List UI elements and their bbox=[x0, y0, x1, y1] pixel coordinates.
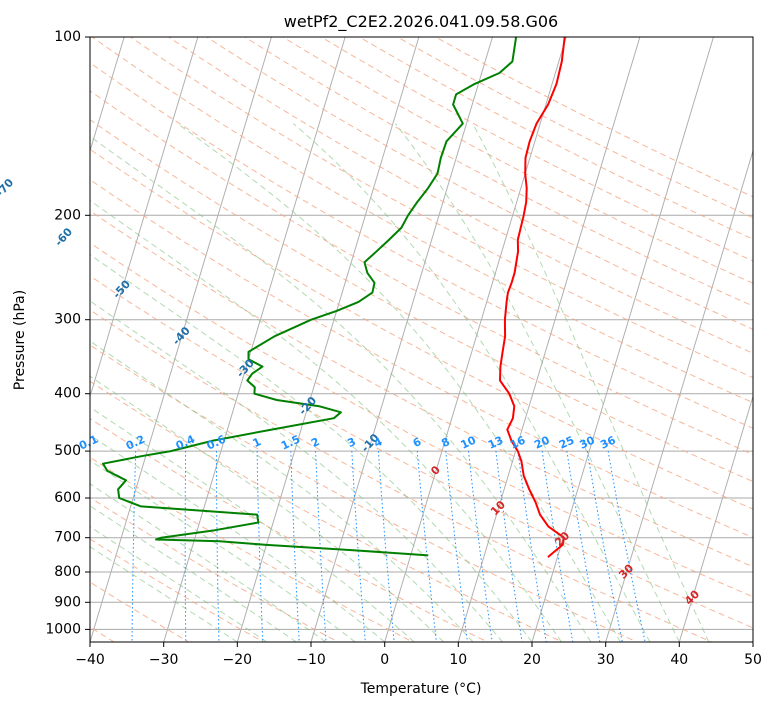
isotherm-line bbox=[605, 149, 753, 642]
isotherm-line bbox=[236, 37, 420, 642]
moist-adiabat-line bbox=[90, 135, 592, 642]
mixing-ratio-line bbox=[184, 451, 187, 642]
moist-adiabat-line bbox=[90, 526, 268, 642]
y-tick-label: 300 bbox=[54, 312, 81, 328]
series-layer bbox=[102, 37, 566, 558]
y-axis-title: Pressure (hPa) bbox=[12, 290, 28, 390]
moist-adiabat-line bbox=[472, 123, 710, 642]
x-tick-label: −20 bbox=[223, 652, 253, 668]
isotherm-line bbox=[90, 37, 272, 642]
dry-adiabat-line bbox=[91, 37, 753, 404]
x-tick-label: 0 bbox=[380, 652, 389, 668]
y-tick-label: 700 bbox=[54, 530, 81, 546]
dry-adiabat-line bbox=[90, 275, 753, 629]
mixing-ratio-label: 13 bbox=[486, 434, 505, 452]
dry-adiabat-line bbox=[90, 148, 753, 510]
x-tick-label: 40 bbox=[670, 652, 688, 668]
dry-adiabat-line bbox=[90, 62, 753, 429]
x-tick-label: −10 bbox=[296, 652, 326, 668]
plot-frame bbox=[89, 36, 754, 643]
isotherm-line bbox=[90, 37, 199, 399]
y-tick-label: 400 bbox=[54, 386, 81, 402]
y-tick-label: 200 bbox=[54, 207, 81, 223]
isotherm-line bbox=[90, 37, 125, 153]
mixing-ratio-line bbox=[351, 451, 366, 642]
isotherm-line bbox=[0, 10, 59, 654]
mixing-ratio-line bbox=[216, 451, 220, 642]
moist-adiabat-line bbox=[90, 434, 386, 642]
isotherm-line bbox=[310, 37, 493, 642]
mixing-ratio-line bbox=[131, 451, 137, 642]
temperature-profile-line bbox=[499, 37, 566, 558]
y-tick-label: 100 bbox=[54, 29, 81, 45]
y-tick-label: 800 bbox=[54, 564, 81, 580]
mixing-ratio-line bbox=[315, 451, 327, 642]
moist-adiabat-line bbox=[90, 340, 474, 642]
mixing-ratio-line bbox=[290, 451, 300, 642]
dry-adiabat-label: -70 bbox=[0, 176, 16, 200]
mixing-ratio-label: 36 bbox=[598, 433, 618, 451]
moist-adiabat-line bbox=[90, 254, 533, 642]
dry-adiabat-line bbox=[90, 90, 753, 456]
mixing-ratio-line bbox=[541, 451, 574, 642]
mixing-ratio-line bbox=[256, 451, 264, 642]
x-tick-label: 10 bbox=[449, 652, 467, 668]
x-tick-label: 30 bbox=[597, 652, 615, 668]
dry-adiabat-line bbox=[90, 344, 639, 642]
mixing-ratio-line bbox=[566, 451, 601, 642]
moist-adiabat-line bbox=[90, 483, 326, 642]
dry-adiabat-line bbox=[90, 581, 190, 642]
dry-adiabat-line bbox=[90, 417, 489, 642]
chart-title: wetPf2_C2E2.2026.041.09.58.G06 bbox=[284, 12, 558, 32]
dry-adiabat-line bbox=[90, 380, 564, 642]
dry-adiabat-line bbox=[90, 456, 415, 642]
isotherm-line bbox=[457, 37, 641, 642]
dry-adiabat-line bbox=[90, 210, 753, 568]
y-tick-label: 500 bbox=[54, 443, 81, 459]
x-tick-label: 20 bbox=[523, 652, 541, 668]
y-tick-label: 900 bbox=[54, 594, 81, 610]
x-tick-label: 50 bbox=[744, 652, 762, 668]
mixing-ratio-line bbox=[82, 451, 89, 654]
moist-adiabat-line bbox=[293, 123, 651, 642]
y-tick-label: 600 bbox=[54, 490, 81, 506]
moist-adiabat-line bbox=[90, 505, 297, 642]
grid-layer bbox=[0, 10, 753, 654]
axis-layer: −40 −30 −20 −10 0 10 20 30 40 50 100 200 300 400 500 60… bbox=[45, 29, 762, 668]
mixing-ratio-line bbox=[416, 451, 437, 642]
x-axis-title: Temperature (°C) bbox=[360, 681, 482, 697]
isotherm-line bbox=[163, 37, 346, 642]
dry-adiabat-label: -60 bbox=[52, 225, 75, 249]
moist-adiabat-line bbox=[90, 406, 415, 642]
mixing-ratio-label: 30 bbox=[578, 433, 598, 451]
y-tick-label: 1000 bbox=[45, 621, 81, 637]
mixing-ratio-label: 16 bbox=[508, 433, 528, 451]
moist-adiabat-line bbox=[394, 123, 680, 642]
x-tick-label: −40 bbox=[75, 652, 105, 668]
x-tick-label: −30 bbox=[149, 652, 179, 668]
mixing-ratio-line bbox=[517, 451, 547, 642]
mixing-ratio-label: 20 bbox=[532, 433, 552, 451]
isotherm-line bbox=[384, 37, 567, 642]
mixing-ratio-line bbox=[377, 451, 395, 642]
moist-adiabat-line bbox=[90, 546, 238, 642]
dry-adiabat-line bbox=[90, 119, 753, 483]
moist-adiabat-line bbox=[90, 300, 503, 642]
mixing-ratio-line bbox=[586, 451, 623, 642]
mixing-ratio-label: 25 bbox=[557, 434, 576, 452]
dewpoint-profile-line bbox=[102, 37, 518, 557]
dry-adiabat-line bbox=[90, 242, 753, 598]
dry-adiabat-line bbox=[90, 179, 753, 539]
mixing-ratio-label: 10 bbox=[459, 433, 479, 451]
